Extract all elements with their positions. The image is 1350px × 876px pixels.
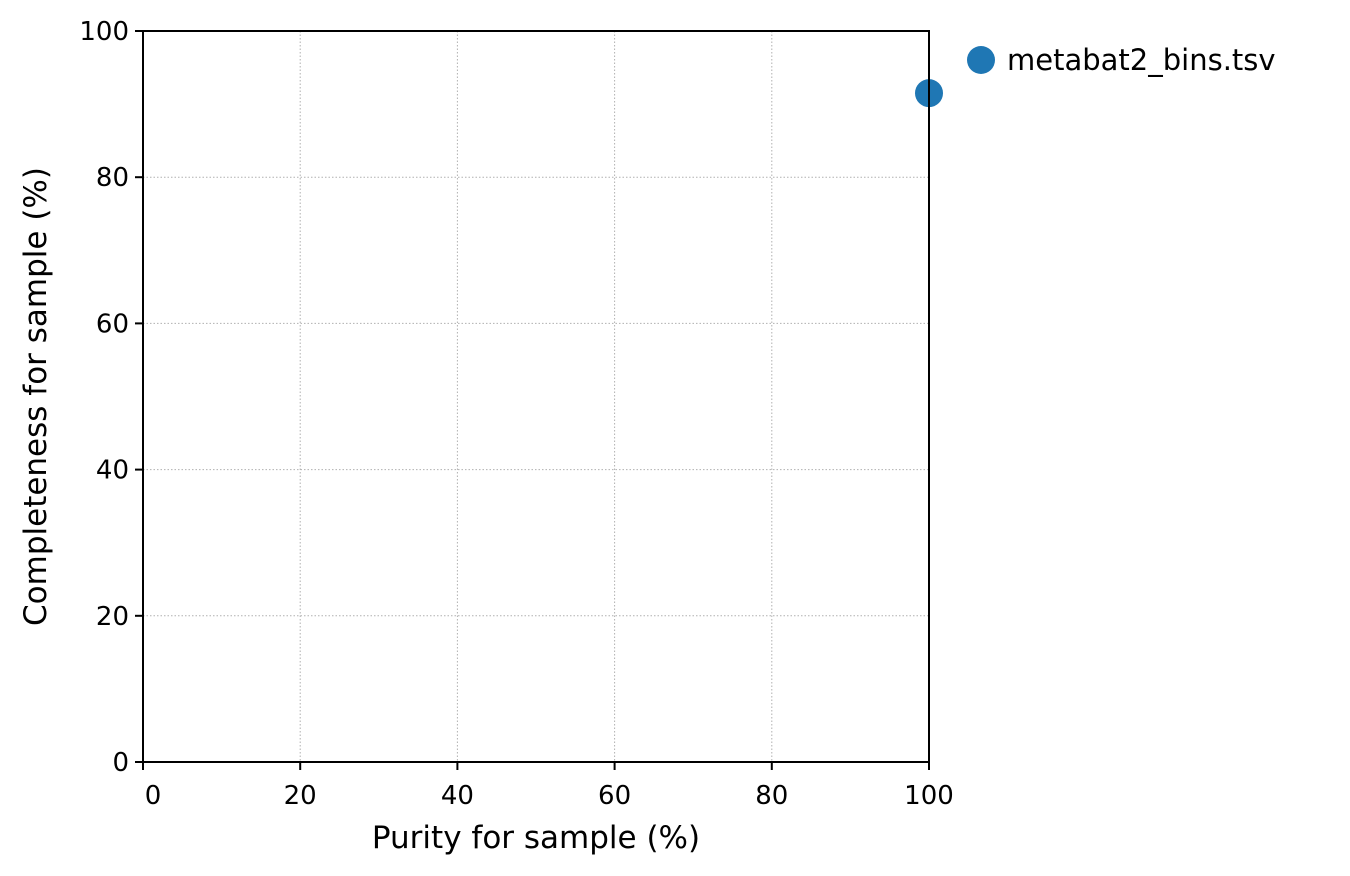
x-axis-ticks: 0 20 40 60 80 100 bbox=[142, 762, 954, 811]
y-tick-label: 40 bbox=[96, 456, 129, 486]
x-tick-label: 40 bbox=[441, 781, 474, 811]
legend-marker bbox=[967, 46, 995, 74]
plot-area-frame bbox=[142, 30, 930, 763]
legend-label: metabat2_bins.tsv bbox=[1007, 43, 1276, 77]
legend: metabat2_bins.tsv bbox=[967, 43, 1276, 77]
x-tick-label: 20 bbox=[284, 781, 317, 811]
y-axis-label: Completeness for sample (%) bbox=[18, 167, 54, 626]
grid-lines bbox=[142, 30, 930, 763]
y-tick-label: 100 bbox=[79, 17, 129, 47]
y-tick-label: 0 bbox=[112, 748, 129, 778]
x-tick-label: 60 bbox=[598, 781, 631, 811]
x-axis-label: Purity for sample (%) bbox=[372, 820, 700, 856]
y-axis-ticks: 0 20 40 60 80 100 bbox=[79, 17, 143, 778]
x-tick-label: 0 bbox=[145, 781, 162, 811]
x-tick-label: 80 bbox=[755, 781, 788, 811]
x-tick-label: 100 bbox=[904, 781, 954, 811]
y-tick-label: 20 bbox=[96, 602, 129, 632]
y-tick-label: 60 bbox=[96, 309, 129, 339]
y-tick-label: 80 bbox=[96, 163, 129, 193]
